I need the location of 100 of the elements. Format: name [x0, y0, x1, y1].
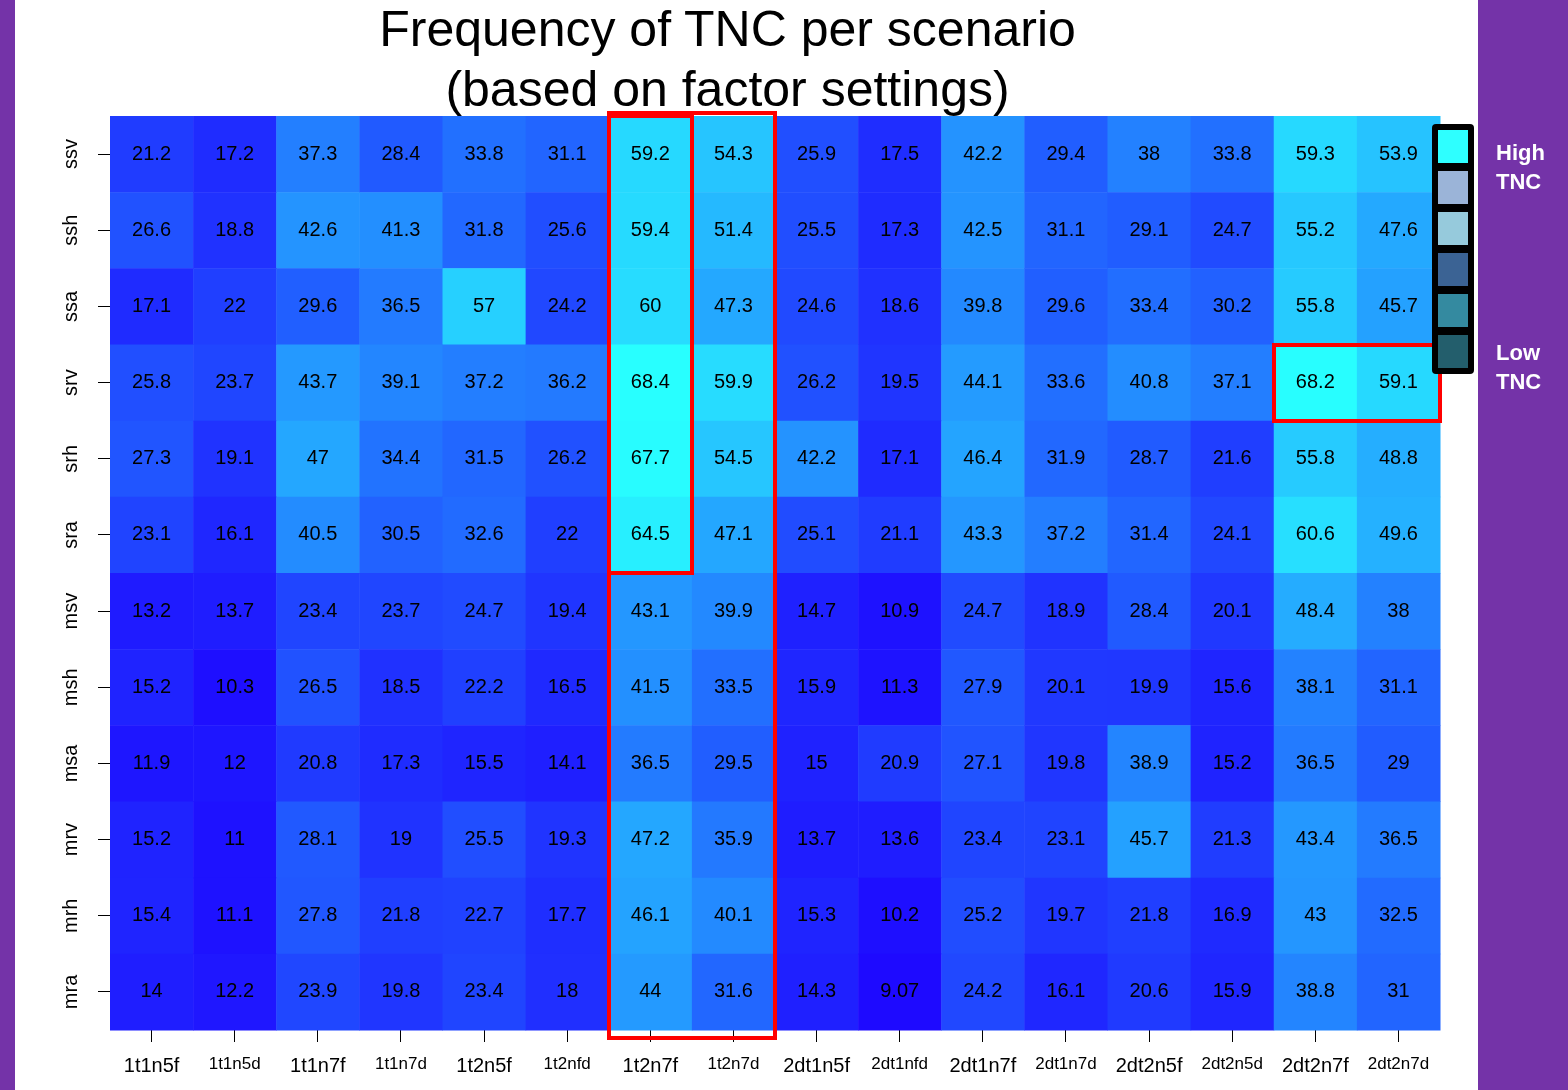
data-label: 60.6	[1295, 522, 1335, 545]
data-label: 51.4	[713, 217, 753, 240]
data-label: 17.3	[880, 217, 920, 240]
data-label: 36.5	[1378, 827, 1418, 850]
data-label: 23.1	[1046, 827, 1086, 850]
data-label: 15.2	[132, 674, 172, 697]
data-label: 43.3	[963, 522, 1003, 545]
data-label: 16.5	[547, 674, 587, 697]
data-label: 33.4	[1129, 293, 1169, 316]
data-label: 17.1	[132, 293, 172, 316]
x-tick-label: 1t1n5f	[123, 1053, 180, 1076]
data-label: 17.5	[880, 141, 920, 164]
data-label: 14.3	[797, 979, 837, 1002]
data-label: 36.5	[630, 750, 670, 773]
data-label: 15.2	[132, 827, 172, 850]
data-label: 23.4	[464, 979, 504, 1002]
data-label: 68.4	[630, 370, 670, 393]
data-label: 47.1	[713, 522, 753, 545]
data-label: 23.9	[298, 979, 338, 1002]
data-label: 47	[306, 446, 329, 469]
data-label: 33.6	[1046, 370, 1086, 393]
data-label: 47.3	[713, 293, 753, 316]
x-tick-label: 2dt2n5f	[1115, 1053, 1183, 1076]
data-label: 29.6	[1046, 293, 1086, 316]
data-label: 19.9	[1129, 674, 1169, 697]
data-label: 22.7	[464, 903, 504, 926]
data-label: 20.1	[1212, 598, 1252, 621]
data-label: 28.4	[1129, 598, 1169, 621]
data-label: 15.6	[1212, 674, 1252, 697]
y-tick-label: msa	[58, 743, 81, 783]
data-label: 14.7	[797, 598, 837, 621]
data-label: 18.6	[880, 293, 920, 316]
data-label: 19.8	[1046, 750, 1086, 773]
data-label: 59.4	[630, 217, 670, 240]
data-label: 29.4	[1046, 141, 1086, 164]
data-label: 11.1	[215, 903, 254, 926]
data-label: 29.5	[713, 750, 753, 773]
data-label: 25.1	[797, 522, 837, 545]
x-tick-label: 1t1n5d	[208, 1053, 261, 1073]
data-label: 32.5	[1378, 903, 1418, 926]
data-label: 21.1	[880, 522, 920, 545]
data-label: 14.1	[547, 750, 587, 773]
y-tick-label: ssv	[58, 139, 81, 170]
y-tick-label: msh	[58, 668, 81, 707]
data-label: 15.4	[132, 903, 172, 926]
data-label: 27.9	[963, 674, 1003, 697]
data-label: 40.8	[1129, 370, 1169, 393]
data-label: 27.8	[298, 903, 338, 926]
data-label: 44.1	[963, 370, 1003, 393]
data-label: 41.5	[630, 674, 670, 697]
data-label: 19.7	[1046, 903, 1086, 926]
data-label: 11.3	[880, 674, 919, 697]
data-label: 22	[223, 293, 246, 316]
data-label: 26.6	[132, 217, 172, 240]
data-label: 43.4	[1295, 827, 1335, 850]
data-label: 19	[389, 827, 413, 850]
data-label: 46.1	[630, 903, 670, 926]
x-tick-label: 1t1n7f	[290, 1053, 347, 1076]
data-label: 35.9	[713, 827, 753, 850]
data-label: 19.8	[381, 979, 421, 1002]
data-label: 45.7	[1378, 293, 1418, 316]
data-label: 37.1	[1212, 370, 1252, 393]
data-label: 10.9	[880, 598, 920, 621]
data-label: 57	[472, 293, 496, 316]
data-label: 17.3	[381, 750, 421, 773]
data-label: 15.2	[1212, 750, 1252, 773]
data-label: 36.5	[381, 293, 421, 316]
data-label: 42.6	[298, 217, 338, 240]
data-label: 24.2	[963, 979, 1003, 1002]
data-label: 13.7	[797, 827, 837, 850]
data-label: 13.6	[880, 827, 920, 850]
data-label: 15	[805, 750, 828, 773]
data-label: 32.6	[464, 522, 504, 545]
data-label: 20.6	[1129, 979, 1169, 1002]
data-label: 29	[1387, 750, 1410, 773]
x-tick-label: 2dt2n7d	[1367, 1053, 1430, 1073]
data-label: 67.7	[630, 446, 670, 469]
y-tick-label: srh	[58, 444, 81, 473]
data-label: 31.9	[1046, 446, 1086, 469]
data-label: 19.4	[547, 598, 587, 621]
data-label: 36.5	[1295, 750, 1335, 773]
data-label: 10.2	[880, 903, 920, 926]
data-label: 38.8	[1295, 979, 1335, 1002]
data-label: 18.8	[215, 217, 255, 240]
data-label: 33.8	[464, 141, 504, 164]
data-label: 13.7	[215, 598, 255, 621]
y-tick-label: mrv	[58, 822, 81, 857]
data-label: 54.3	[713, 141, 753, 164]
data-label: 41.3	[381, 217, 421, 240]
data-label: 20.8	[298, 750, 338, 773]
x-tick-label: 2dt1n7f	[949, 1053, 1017, 1076]
data-label: 43	[1304, 903, 1327, 926]
data-label: 24.1	[1212, 522, 1252, 545]
y-tick-label: mrh	[58, 898, 81, 933]
data-label: 13.2	[132, 598, 172, 621]
x-tick-label: 1t2n5f	[456, 1053, 513, 1076]
data-label: 20.9	[880, 750, 920, 773]
data-label: 16.9	[1212, 903, 1252, 926]
data-label: 42.2	[797, 446, 837, 469]
data-label: 17.2	[215, 141, 255, 164]
